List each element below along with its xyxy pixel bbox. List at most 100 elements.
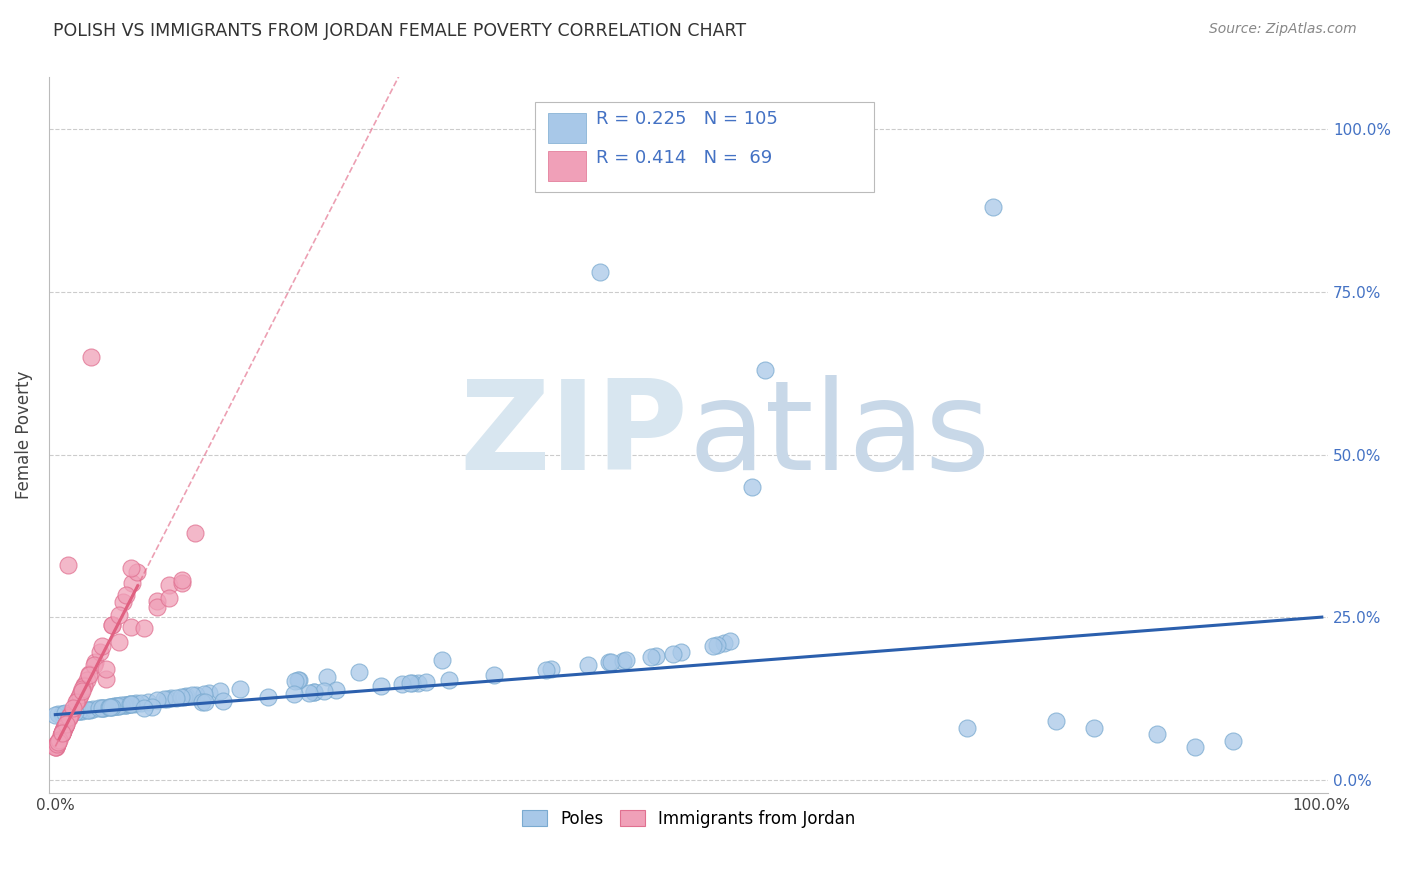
Point (48, 732, 70, 747)
Point (94, 662, 117, 676)
Point (52, 724, 75, 739)
Point (713, 636, 735, 650)
Point (45, 737, 67, 751)
Bar (548, 151, 586, 181)
Point (100, 699, 122, 714)
Point (55, 717, 77, 731)
Point (51, 706, 73, 721)
Point (1184, 740, 1206, 755)
Point (115, 588, 138, 602)
Point (174, 690, 197, 704)
Point (754, 363, 776, 377)
Point (145, 593, 167, 607)
Point (90, 701, 112, 715)
Point (170, 576, 193, 591)
Point (132, 621, 155, 635)
Point (283, 687, 305, 701)
Point (83, 658, 105, 673)
Point (1146, 727, 1168, 741)
Point (59, 706, 82, 720)
Point (181, 689, 204, 703)
Point (131, 696, 153, 710)
Point (122, 697, 145, 711)
Point (44, 739, 66, 754)
Point (91, 639, 114, 653)
Point (112, 595, 135, 609)
Point (53, 722, 76, 736)
Point (134, 700, 156, 714)
Point (53, 721, 76, 735)
Point (401, 676, 423, 690)
Point (73, 678, 96, 692)
Point (91, 701, 114, 715)
Point (72, 682, 94, 697)
Point (53, 719, 76, 733)
Point (120, 561, 142, 575)
Point (120, 620, 142, 634)
Point (706, 638, 728, 652)
Point (640, 649, 662, 664)
Point (51, 726, 73, 740)
Point (51, 726, 73, 740)
Point (190, 696, 212, 710)
Point (197, 686, 219, 700)
Point (62, 701, 84, 715)
Point (100, 699, 122, 714)
Point (76, 703, 98, 717)
Point (44, 739, 66, 754)
Point (70, 683, 93, 698)
Point (51, 726, 73, 740)
Point (173, 690, 195, 704)
Point (288, 673, 311, 688)
Point (93, 701, 115, 715)
Point (589, 265, 612, 279)
Point (59, 708, 82, 723)
Point (183, 525, 205, 540)
Point (1045, 714, 1067, 728)
Text: Source: ZipAtlas.com: Source: ZipAtlas.com (1209, 22, 1357, 37)
Point (76, 673, 98, 688)
Point (107, 634, 129, 648)
Point (534, 663, 557, 677)
Point (157, 591, 180, 605)
Point (415, 674, 437, 689)
Point (82, 702, 104, 716)
Point (45, 737, 67, 751)
Point (66, 694, 89, 708)
Point (45, 739, 67, 753)
Point (60, 706, 83, 720)
Point (107, 608, 129, 623)
Point (391, 677, 413, 691)
Point (89, 701, 111, 715)
Point (79, 667, 101, 681)
Bar (548, 113, 586, 144)
Point (46, 707, 69, 722)
Point (170, 574, 193, 588)
Point (112, 698, 135, 712)
Point (52, 723, 75, 737)
Text: ZIP: ZIP (460, 375, 689, 496)
Point (45, 737, 67, 751)
Point (51, 726, 73, 740)
Point (325, 683, 347, 698)
Point (644, 649, 666, 664)
Point (287, 673, 309, 688)
Point (399, 676, 422, 690)
Point (406, 675, 429, 690)
Point (49, 728, 72, 742)
Point (70, 704, 93, 718)
Point (598, 656, 620, 670)
Point (956, 721, 979, 735)
Point (77, 668, 100, 682)
Point (156, 692, 179, 706)
Point (67, 690, 90, 705)
Point (65, 705, 87, 719)
Point (45, 739, 67, 753)
Point (98, 700, 121, 714)
Point (228, 681, 250, 696)
Point (127, 565, 149, 579)
Point (101, 618, 124, 632)
Point (284, 673, 307, 688)
Point (146, 693, 169, 707)
Point (120, 697, 142, 711)
